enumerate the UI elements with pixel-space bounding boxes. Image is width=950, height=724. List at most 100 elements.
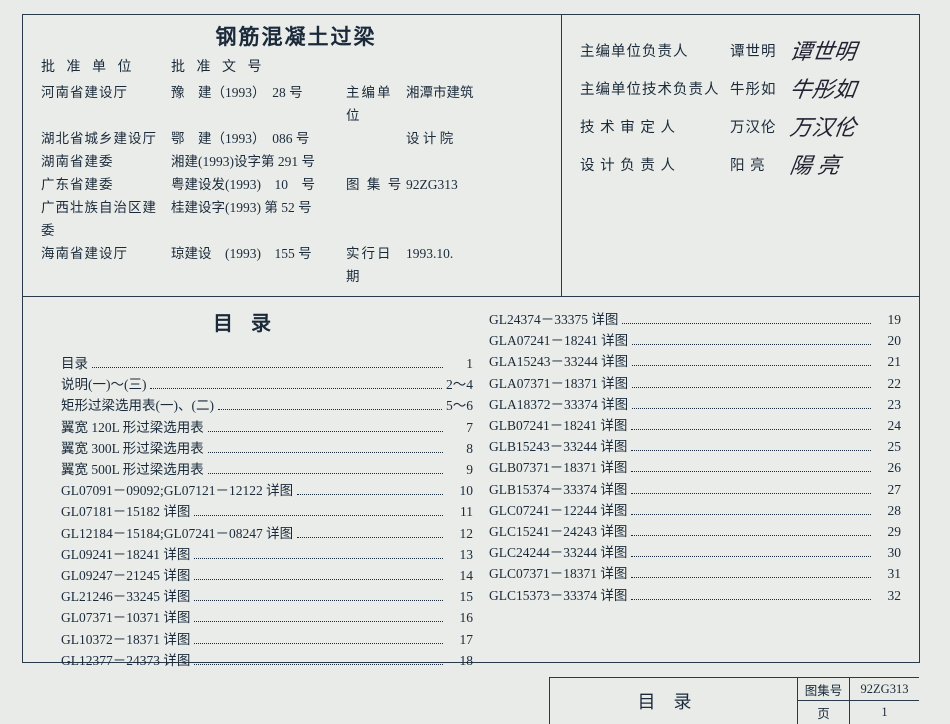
approval-field-label: [346, 150, 406, 173]
approval-docno: 琼建设 (1993) 155 号: [171, 242, 346, 288]
responsible-name: 谭世明: [730, 33, 790, 71]
toc-leader-dots: [632, 365, 871, 366]
toc-entry-label: GL09247－21245 详图: [61, 565, 190, 586]
responsible-label: 主编单位技术负责人: [580, 71, 730, 109]
toc-entry-label: GLA18372－33374 详图: [489, 394, 628, 415]
approval-field-value: 湘潭市建筑: [406, 81, 551, 127]
toc-entry-label: GL07181－15182 详图: [61, 501, 190, 522]
approval-org: 海南省建设厅: [41, 242, 171, 288]
toc-row: GL12377－24373 详图 18: [61, 650, 473, 671]
header-left: 钢筋混凝土过梁 批 准 单 位 批 准 文 号 河南省建设厅豫 建（1993） …: [23, 15, 561, 296]
toc-entry-page: 5～6: [446, 395, 473, 416]
toc-row: GL24374－33375 详图19: [489, 309, 901, 330]
toc-leader-dots: [194, 558, 443, 559]
toc-row: 说明(一)～(三)2～4: [61, 374, 473, 395]
responsible-name: 阳 亮: [730, 147, 790, 185]
approval-header-org: 批 准 单 位: [41, 57, 171, 79]
footer-page-label: 页: [797, 701, 849, 724]
toc-entry-page: 23: [875, 394, 901, 415]
toc-row: 矩形过梁选用表(一)、(二) 5～6: [61, 395, 473, 416]
toc-entry-label: GLA07241－18241 详图: [489, 330, 628, 351]
toc-entry-page: 10: [447, 480, 473, 501]
toc-leader-dots: [208, 431, 443, 432]
toc-row: GL07181－15182 详图11: [61, 501, 473, 522]
document-title: 钢筋混凝土过梁: [41, 21, 551, 51]
toc-entry-label: GL12184－15184;GL07241－08247 详图: [61, 523, 293, 544]
toc-row: GLA15243－33244 详图 21: [489, 351, 901, 372]
toc-row: GLC07371－18371 详图31: [489, 563, 901, 584]
footer-atlas-value: 92ZG313: [849, 678, 919, 701]
toc-leader-dots: [631, 514, 871, 515]
toc-row: GLB07241－18241 详图24: [489, 415, 901, 436]
toc-row: GLC24244－33244 详图30: [489, 542, 901, 563]
approval-docno: 粤建设发(1993) 10 号: [171, 173, 346, 196]
toc-entry-label: GLB07241－18241 详图: [489, 415, 627, 436]
approval-row: 湖南省建委湘建(1993)设字第 291 号: [41, 150, 551, 173]
toc-entry-page: 18: [447, 650, 473, 671]
toc-leader-dots: [150, 388, 442, 389]
toc-entry-label: GL12377－24373 详图: [61, 650, 190, 671]
approval-row: 河南省建设厅豫 建（1993） 28 号主编单位湘潭市建筑: [41, 81, 551, 127]
toc-row: GL10372－18371 详图17: [61, 629, 473, 650]
responsible-label: 主编单位负责人: [580, 33, 730, 71]
toc-entry-page: 27: [875, 479, 901, 500]
signature: 陽 亮: [787, 147, 842, 185]
toc-row: GLC15373－33374 详图32: [489, 585, 901, 606]
approval-field-value: 1993.10.: [406, 242, 551, 288]
toc-leader-dots: [194, 600, 443, 601]
toc-row: GL07091－09092;GL07121－12122 详图10: [61, 480, 473, 501]
toc-row: 翼宽 500L 形过梁选用表9: [61, 459, 473, 480]
toc-entry-page: 12: [447, 523, 473, 544]
approval-field-value: 92ZG313: [406, 173, 551, 196]
toc-leader-dots: [92, 367, 443, 368]
toc-row: 翼宽 120L 形过梁选用表7: [61, 417, 473, 438]
toc-entry-label: GL09241－18241 详图: [61, 544, 190, 565]
toc-leader-dots: [631, 556, 871, 557]
toc-entry-label: 目录: [61, 353, 88, 374]
approval-docno: 桂建设字(1993) 第 52 号: [171, 196, 346, 242]
toc-leader-dots: [631, 471, 871, 472]
toc-column-left: 目录1说明(一)～(三)2～4矩形过梁选用表(一)、(二)5～6翼宽 120L …: [61, 309, 473, 671]
toc-leader-dots: [631, 450, 871, 451]
toc-title: 目录: [213, 307, 289, 336]
toc-row: 翼宽 300L 形过梁选用表8: [61, 438, 473, 459]
toc-entry-label: 翼宽 500L 形过梁选用表: [61, 459, 204, 480]
responsible-name: 牛彤如: [730, 71, 790, 109]
toc-row: GL21246－33245 详图15: [61, 586, 473, 607]
toc-entry-label: 矩形过梁选用表(一)、(二): [61, 395, 214, 416]
toc-row: GLA18372－33374 详图 23: [489, 394, 901, 415]
toc-entry-page: 25: [875, 436, 901, 457]
toc-entry-page: 31: [875, 563, 901, 584]
approval-field-label: 图 集 号: [346, 173, 406, 196]
toc-entry-page: 28: [875, 500, 901, 521]
toc-leader-dots: [631, 535, 871, 536]
toc-row: GLA07241－18241 详图20: [489, 330, 901, 351]
approval-row: 海南省建设厅琼建设 (1993) 155 号实行日期1993.10.: [41, 242, 551, 288]
responsible-row: 技 术 审 定 人万汉伦万汉伦: [580, 109, 909, 147]
toc-entry-page: 26: [875, 457, 901, 478]
toc-entry-label: GLA15243－33244 详图: [489, 351, 628, 372]
toc-row: GL07371－10371 详图16: [61, 607, 473, 628]
toc-row: GLB07371－18371 详图 26: [489, 457, 901, 478]
toc-row: GLA07371－18371 详图22: [489, 373, 901, 394]
toc-leader-dots: [297, 537, 443, 538]
approval-field-value: [406, 196, 551, 242]
toc-leader-dots: [194, 579, 443, 580]
signature: 万汉伦: [787, 109, 858, 147]
toc-entry-page: 21: [875, 351, 901, 372]
toc-entry-page: 30: [875, 542, 901, 563]
footer-grid: 图集号 92ZG313 页 1: [797, 678, 919, 724]
footer-atlas-label: 图集号: [797, 678, 849, 701]
toc-entry-label: 说明(一)～(三): [61, 374, 146, 395]
footer-block: 目录 图集号 92ZG313 页 1: [549, 677, 919, 724]
approval-docno: 豫 建（1993） 28 号: [171, 81, 346, 127]
signature: 谭世明: [787, 33, 858, 71]
toc-leader-dots: [218, 409, 442, 410]
toc-leader-dots: [297, 494, 443, 495]
toc-entry-label: GLC15241－24243 详图: [489, 521, 627, 542]
toc-entry-label: GLB07371－18371 详图: [489, 457, 627, 478]
toc-row: GL09247－21245 详图14: [61, 565, 473, 586]
header-block: 钢筋混凝土过梁 批 准 单 位 批 准 文 号 河南省建设厅豫 建（1993） …: [23, 15, 919, 297]
approval-row: 广西壮族自治区建委桂建设字(1993) 第 52 号: [41, 196, 551, 242]
responsible-label: 设 计 负 责 人: [580, 147, 730, 185]
